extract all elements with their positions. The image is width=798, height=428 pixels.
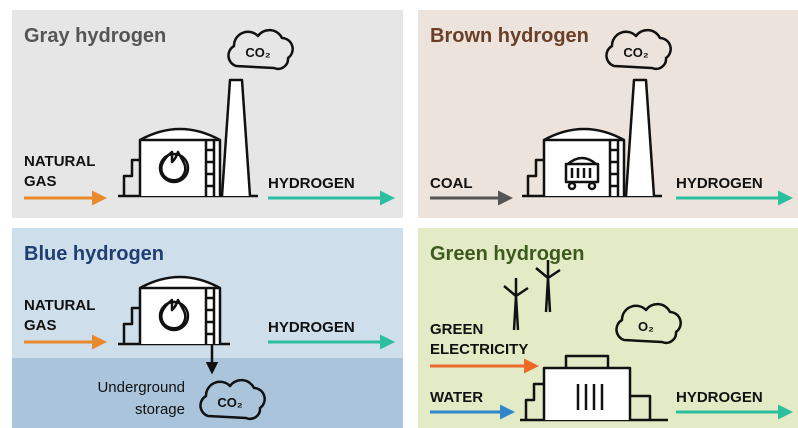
input-label: NATURAL (24, 153, 95, 170)
input-label: GAS (24, 317, 57, 334)
title: Blue hydrogen (24, 243, 164, 265)
emission: CO₂ (245, 45, 271, 60)
underground (12, 358, 403, 428)
storage-label: storage (135, 401, 185, 418)
diagram: Gray hydrogen NATURAL GAS HYDROGEN CO₂ B… (0, 0, 798, 428)
title: Brown hydrogen (430, 25, 589, 47)
output-label: HYDROGEN (268, 319, 355, 336)
output-label: HYDROGEN (268, 175, 355, 192)
output-label: HYDROGEN (676, 389, 763, 406)
input-label: NATURAL (24, 297, 95, 314)
input-label: COAL (430, 175, 473, 192)
input-label: GAS (24, 173, 57, 190)
input-label: WATER (430, 389, 483, 406)
title: Gray hydrogen (24, 25, 166, 47)
input-label: GREEN (430, 321, 483, 338)
output-label: HYDROGEN (676, 175, 763, 192)
emission: CO₂ (623, 45, 649, 60)
input-label: ELECTRICITY (430, 341, 528, 358)
storage-label: Underground (97, 379, 185, 396)
emission: O₂ (638, 319, 654, 334)
page: Gray hydrogen NATURAL GAS HYDROGEN CO₂ B… (0, 0, 798, 428)
title: Green hydrogen (430, 243, 584, 265)
emission: CO₂ (217, 395, 243, 410)
